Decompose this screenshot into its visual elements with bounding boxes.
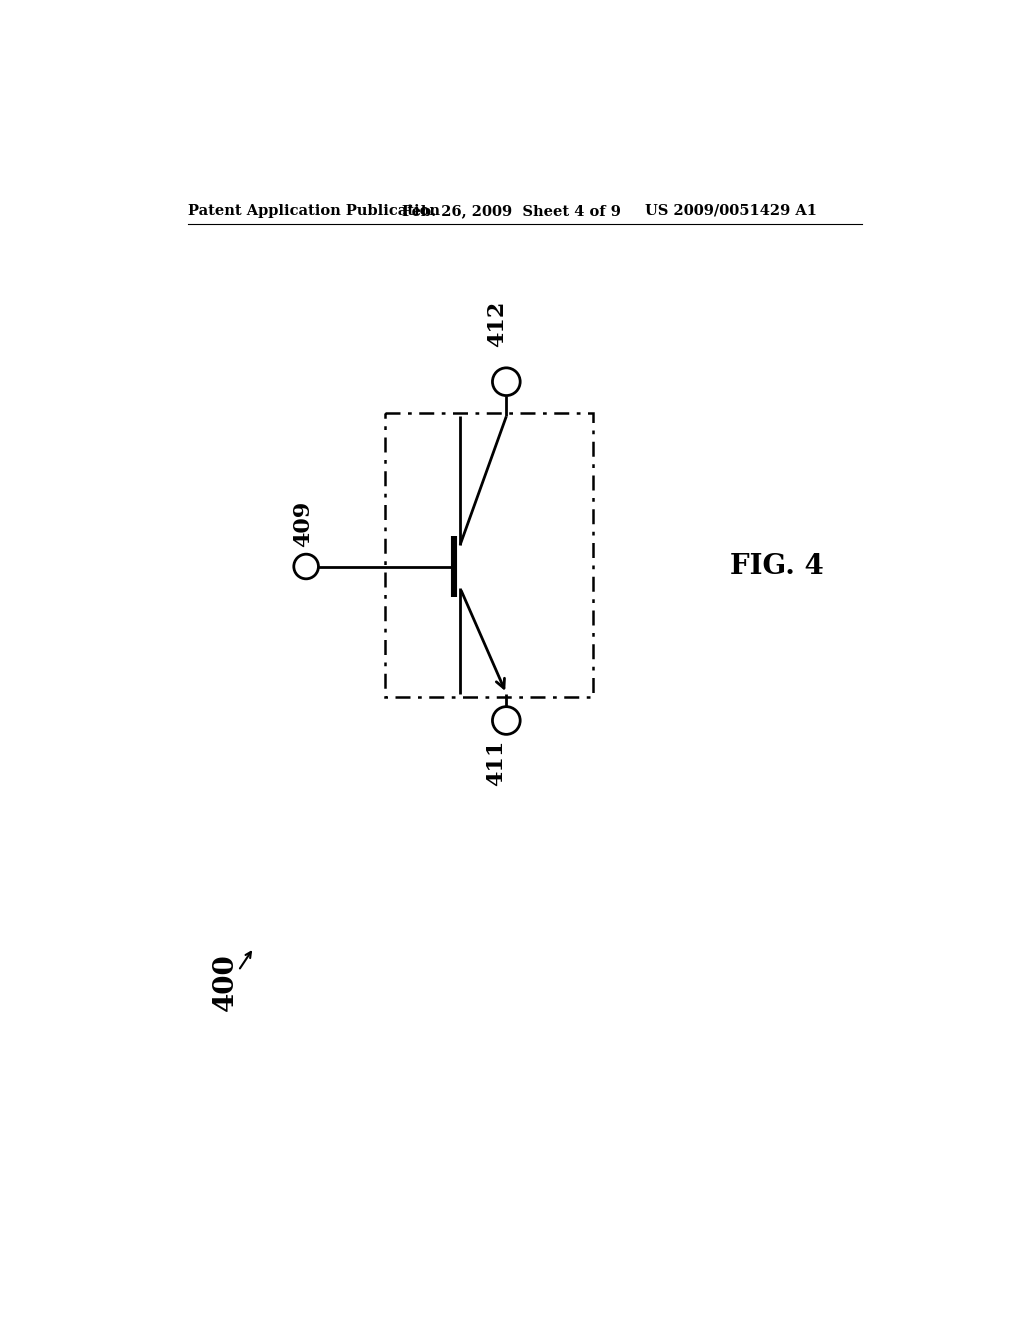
Text: 400: 400 [211, 953, 239, 1011]
Text: US 2009/0051429 A1: US 2009/0051429 A1 [645, 203, 817, 218]
Circle shape [493, 706, 520, 734]
Text: FIG. 4: FIG. 4 [730, 553, 824, 579]
Circle shape [493, 368, 520, 396]
Text: 412: 412 [486, 301, 508, 347]
Text: 409: 409 [292, 502, 314, 548]
Bar [385, 412, 593, 697]
Circle shape [294, 554, 318, 578]
Text: 411: 411 [484, 739, 507, 787]
Text: Feb. 26, 2009  Sheet 4 of 9: Feb. 26, 2009 Sheet 4 of 9 [401, 203, 621, 218]
Text: Patent Application Publication: Patent Application Publication [188, 203, 440, 218]
